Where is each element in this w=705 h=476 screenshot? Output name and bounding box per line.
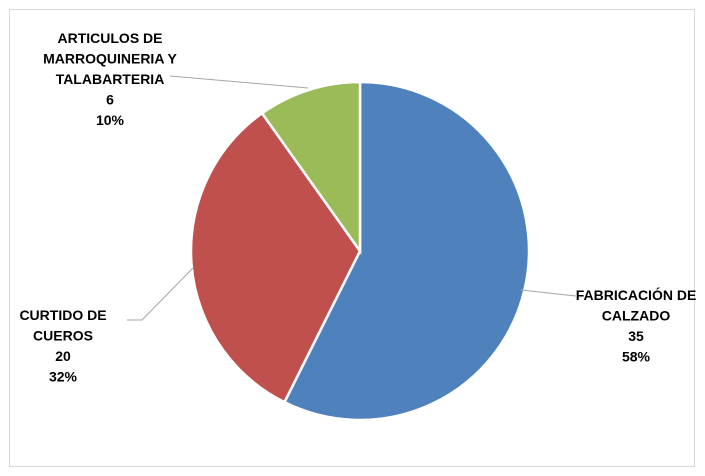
pie-slices — [189, 80, 531, 422]
leader-lines — [127, 75, 577, 321]
data-label-2-category-line-1: MARROQUINERIA Y — [43, 51, 177, 67]
pie-slice-1 — [189, 111, 362, 404]
leader-line-0 — [520, 289, 577, 297]
leader-line-2 — [169, 75, 309, 89]
data-label-0-percent: 58% — [622, 349, 651, 365]
data-label-2-percent: 10% — [96, 112, 125, 128]
data-label-0-category-line-0: FABRICACIÓN DE — [576, 286, 697, 303]
data-label-2-category-line-2: TALABARTERIA — [56, 71, 165, 87]
pie-slice-2 — [260, 80, 362, 255]
data-label-1-category-line-1: CUEROS — [33, 328, 93, 344]
data-label-2-value: 6 — [106, 92, 114, 108]
data-label-1-percent: 32% — [49, 369, 78, 385]
leader-line-1 — [127, 267, 194, 321]
data-label-0-category-line-1: CALZADO — [602, 308, 671, 324]
data-label-0-value: 35 — [628, 328, 644, 344]
data-label-2-category-line-0: ARTICULOS DE — [58, 30, 163, 46]
data-labels: FABRICACIÓN DE CALZADO 35 58% CURTIDO DE CUER… — [19, 30, 696, 385]
data-label-1-value: 20 — [55, 348, 71, 364]
data-label-1-category-line-0: CURTIDO DE — [19, 307, 106, 323]
pie-slice-0 — [282, 80, 531, 422]
